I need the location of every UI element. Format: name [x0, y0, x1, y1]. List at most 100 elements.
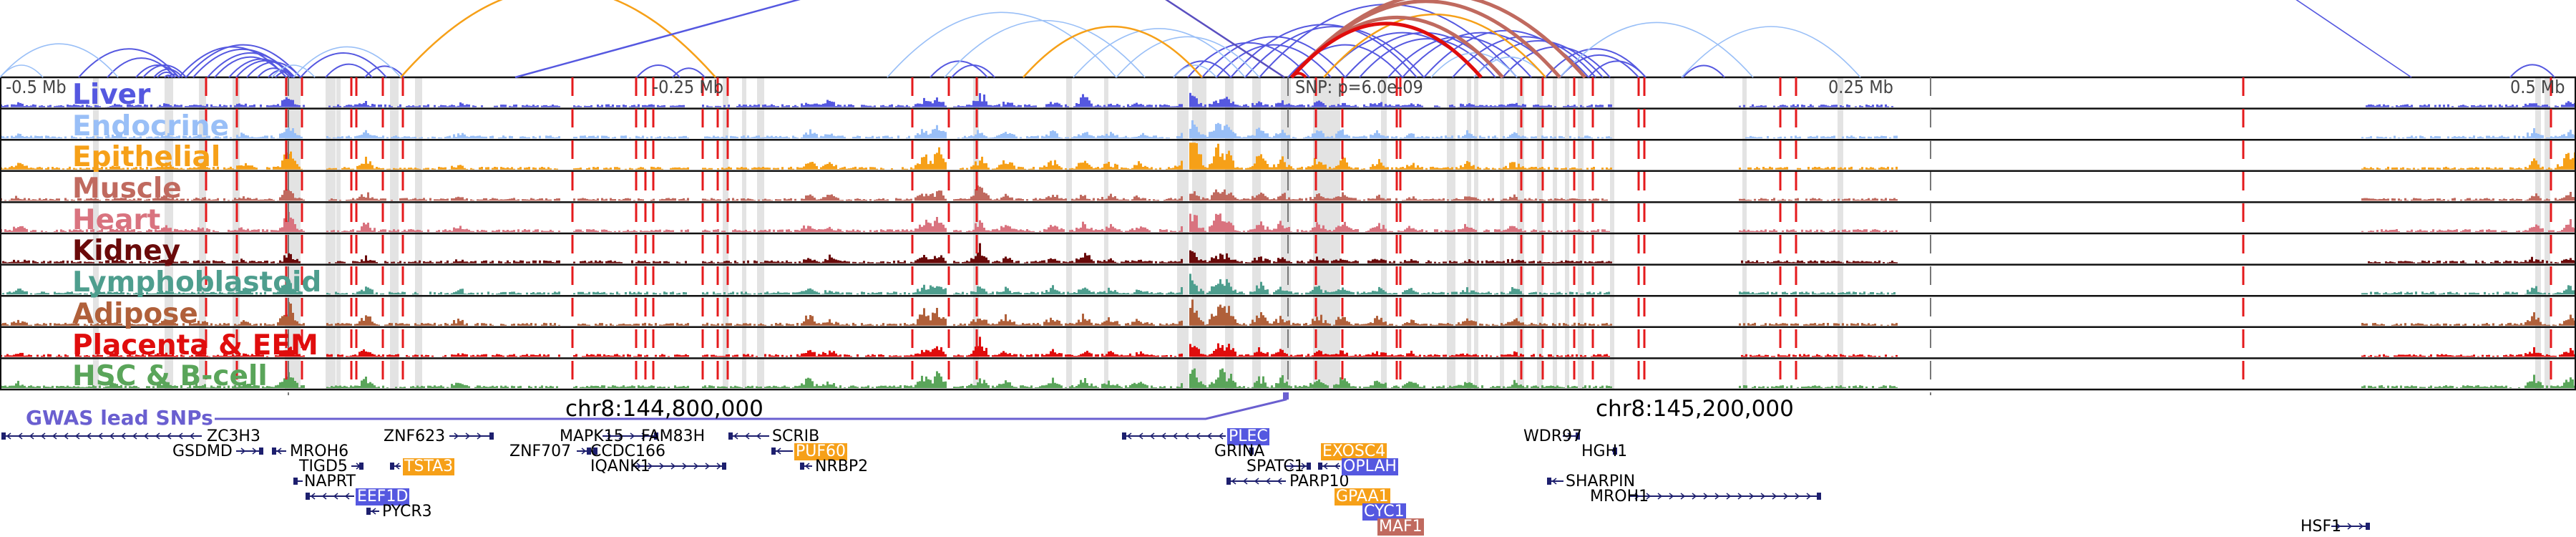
- gene-label[interactable]: IQANK1: [590, 458, 650, 475]
- iqank1-exon: [722, 463, 726, 470]
- tigd5-exon: [359, 463, 364, 470]
- gene-label[interactable]: NRBP2: [815, 458, 869, 475]
- gene-label[interactable]: MROH1: [1590, 488, 1649, 505]
- scrib-strand-arrow: [744, 432, 750, 440]
- zc3h3-strand-arrow: [177, 432, 183, 440]
- mroh1-strand-arrow: [1680, 493, 1686, 500]
- chromatin-loop: [930, 60, 988, 78]
- chromatin-loop-epithelial: [1023, 26, 1203, 78]
- parp10-strand-arrow: [1277, 478, 1282, 485]
- track-label-kidney: Kidney: [72, 235, 181, 267]
- gene-label[interactable]: SPATC1: [1246, 458, 1304, 475]
- gene-label[interactable]: ZNF623: [384, 427, 446, 445]
- gene-label-highlighted[interactable]: TSTA3: [403, 458, 455, 475]
- coordinate-label: chr8:145,200,000: [1596, 396, 1794, 422]
- gene-label[interactable]: PYCR3: [382, 503, 432, 521]
- track-label-epithelial: Epithelial: [72, 141, 221, 173]
- track-label-lymphoblastoid: Lymphoblastoid: [72, 266, 322, 299]
- gene-label[interactable]: SCRIB: [772, 427, 820, 445]
- ccdc166-exon: [587, 448, 591, 455]
- track-label-heart: Heart: [72, 204, 161, 236]
- chromatin-loop: [1473, 39, 1604, 78]
- signal-track-1: [0, 92, 2576, 107]
- gene-label[interactable]: HSF1: [2301, 518, 2342, 536]
- hsf1-strand-arrow: [2336, 523, 2341, 530]
- gene-label[interactable]: ZC3H3: [207, 427, 260, 445]
- iqank1-strand-arrow: [682, 463, 688, 470]
- plec-strand-arrow: [1218, 432, 1224, 440]
- sharpin-exon: [1547, 478, 1551, 485]
- axis-tick-label: -0.25 Mb: [653, 77, 724, 97]
- mapk15-strand-arrow: [630, 432, 635, 440]
- gene-label-highlighted[interactable]: CYC1: [1362, 503, 1406, 521]
- coordinate-label: chr8:144,800,000: [565, 396, 763, 422]
- plec-strand-arrow: [1149, 432, 1155, 440]
- chromatin-loop: [1559, 54, 1639, 78]
- zc3h3-strand-arrow: [109, 432, 114, 440]
- chromatin-loop: [275, 71, 296, 78]
- chromatin-loop: [235, 59, 296, 78]
- plec-strand-arrow: [1138, 432, 1143, 440]
- chromatin-loop: [1359, 38, 1496, 78]
- zc3h3-strand-arrow: [52, 432, 57, 440]
- gene-label[interactable]: CCDC166: [590, 442, 666, 460]
- chromatin-loop: [0, 64, 44, 78]
- chromatin-loop: [1681, 26, 1861, 78]
- gsdmd-exon: [259, 448, 263, 455]
- gene-label-highlighted[interactable]: MAF1: [1377, 518, 1424, 536]
- plec-exon: [1122, 432, 1126, 440]
- chromatin-loop: [1230, 24, 1418, 78]
- pycr3-exon: [366, 508, 371, 515]
- gene-label[interactable]: TIGD5: [299, 458, 348, 475]
- eef1d-strand-arrow: [310, 493, 316, 500]
- tsta3-exon: [390, 463, 394, 470]
- chromatin-loop-placenta: [1290, 21, 1483, 79]
- chromatin-loop: [135, 64, 180, 78]
- gene-label-highlighted[interactable]: OPLAH: [1342, 458, 1398, 475]
- gwas-track-label: GWAS lead SNPs: [26, 406, 213, 430]
- zc3h3-strand-arrow: [40, 432, 46, 440]
- gene-label[interactable]: HGH1: [1581, 442, 1628, 460]
- gene-label[interactable]: ZNF707: [509, 442, 572, 460]
- zc3h3-exon: [1, 432, 6, 440]
- gene-label[interactable]: GRINA: [1214, 442, 1265, 460]
- zc3h3-strand-arrow: [86, 432, 92, 440]
- zc3h3-strand-arrow: [74, 432, 80, 440]
- spatc1-strand-arrow: [1289, 463, 1295, 470]
- gsdmd-strand-arrow: [252, 448, 258, 455]
- gene-label[interactable]: PARP10: [1289, 473, 1350, 490]
- chromatin-loop: [1173, 64, 1217, 78]
- plec-strand-arrow: [1126, 432, 1132, 440]
- gene-label[interactable]: WDR97: [1523, 427, 1582, 445]
- gene-label-highlighted[interactable]: EXOSC4: [1321, 442, 1387, 460]
- puf60-exon: [771, 448, 776, 455]
- parp10-strand-arrow: [1265, 478, 1271, 485]
- zc3h3-strand-arrow: [155, 432, 160, 440]
- chromatin-loop: [1545, 48, 1646, 78]
- oplah-strand-arrow: [1334, 463, 1340, 470]
- chromatin-loop: [2296, 0, 2412, 78]
- chromatin-loop: [268, 69, 294, 78]
- gene-label[interactable]: NAPRT: [304, 473, 356, 490]
- chromatin-loop: [1588, 60, 1646, 78]
- gene-label[interactable]: FAM83H: [641, 427, 706, 445]
- plec-strand-arrow: [1195, 432, 1201, 440]
- chromatin-loop: [107, 57, 176, 78]
- gene-label-highlighted[interactable]: PUF60: [794, 442, 848, 460]
- gene-label-highlighted[interactable]: GPAA1: [1335, 488, 1390, 505]
- gene-label[interactable]: SHARPIN: [1566, 473, 1636, 490]
- axis-tick-label: 0.25 Mb: [1828, 77, 1893, 97]
- gene-label-highlighted[interactable]: PLEC: [1227, 427, 1269, 445]
- chromatin-loop: [1073, 28, 1246, 78]
- track-borders: [0, 76, 2576, 391]
- scrib-strand-arrow: [756, 432, 761, 440]
- variant-lines-layer: [205, 77, 2552, 395]
- gene-label[interactable]: MROH6: [290, 442, 349, 460]
- signal-track-5: [0, 212, 2576, 232]
- gene-label[interactable]: GSDMD: [172, 442, 233, 460]
- chromatin-loop: [887, 11, 1117, 78]
- iqank1-strand-arrow: [716, 463, 722, 470]
- gene-label-highlighted[interactable]: EEF1D: [356, 488, 410, 505]
- gene-label[interactable]: MAPK15: [560, 427, 624, 445]
